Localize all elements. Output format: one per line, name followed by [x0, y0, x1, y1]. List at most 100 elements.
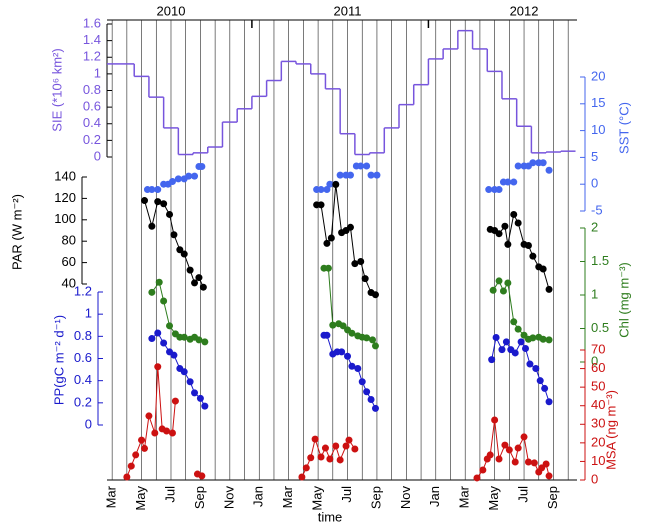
data-point [491, 416, 499, 424]
data-point [321, 444, 329, 452]
data-point [529, 334, 537, 342]
x-tick-label: May [310, 486, 325, 511]
data-point [511, 349, 519, 357]
data-point [346, 171, 354, 179]
data-point [485, 186, 493, 194]
data-point [367, 396, 375, 404]
data-point [520, 433, 528, 441]
y-tick-label: 15 [591, 95, 605, 110]
data-point [141, 197, 149, 205]
data-point [545, 398, 553, 406]
data-point [504, 279, 512, 287]
y-axis-label: PP(gC m⁻² d⁻¹) [51, 315, 66, 405]
data-point [191, 389, 199, 397]
data-point [542, 460, 550, 468]
data-point [166, 322, 174, 330]
data-point [514, 444, 522, 452]
y-tick-label: 0 [591, 353, 598, 368]
data-point [324, 264, 332, 272]
data-point [344, 352, 352, 360]
data-point [530, 459, 538, 467]
series-line [144, 200, 204, 288]
data-point [529, 159, 537, 167]
x-tick-label: Sep [545, 486, 560, 509]
x-tick-label: Jul [162, 486, 177, 503]
data-point [510, 178, 518, 186]
data-point [495, 186, 503, 194]
data-point [311, 435, 319, 443]
data-point [154, 329, 162, 337]
y-axis-label: SST (°C) [616, 102, 631, 154]
data-point [479, 466, 487, 474]
x-tick-label: May [486, 486, 501, 511]
data-point [170, 231, 178, 239]
data-point [505, 446, 513, 454]
y-tick-label: 30 [591, 416, 605, 431]
y-axis-label: Chl (mg m⁻³) [616, 262, 631, 337]
x-tick-label: Sep [368, 486, 383, 509]
data-point [154, 198, 162, 206]
y-tick-label: 1.2 [74, 283, 92, 298]
data-point [148, 186, 156, 194]
data-point [545, 166, 553, 174]
x-axis-label: time [318, 509, 343, 524]
data-point [180, 333, 188, 341]
data-point [363, 162, 371, 170]
data-point [196, 394, 204, 402]
data-point [536, 377, 544, 385]
data-point [329, 321, 337, 329]
y-tick-label: 0.6 [83, 99, 101, 114]
data-point [529, 252, 537, 260]
data-point [371, 404, 379, 412]
data-point [127, 462, 135, 470]
data-point [522, 345, 530, 353]
data-point [488, 356, 496, 364]
x-tick-label: Jul [515, 486, 530, 503]
data-point [166, 210, 174, 218]
data-point [317, 201, 325, 209]
data-point [298, 473, 306, 481]
data-point [545, 472, 553, 480]
data-point [510, 210, 518, 218]
y-tick-label: 40 [591, 397, 605, 412]
data-point [160, 297, 168, 305]
data-point [510, 318, 518, 326]
data-point [195, 274, 203, 282]
data-point [526, 360, 534, 368]
x-tick-label: Nov [398, 486, 413, 510]
data-point [545, 285, 553, 293]
data-point [323, 239, 331, 247]
x-tick-label: Mar [280, 485, 295, 508]
y-tick-label: 2 [591, 219, 598, 234]
y-axis-label: PAR (W m⁻²) [9, 194, 24, 270]
x-tick-label: Jul [339, 486, 354, 503]
data-point [514, 325, 522, 333]
data-point [511, 458, 519, 466]
y-tick-label: 140 [54, 168, 76, 183]
data-point [504, 240, 512, 248]
y-tick-label: 20 [591, 68, 605, 83]
y-tick-label: 40 [62, 275, 76, 290]
data-point [371, 342, 379, 350]
y-tick-label: 0.6 [74, 350, 92, 365]
data-point [354, 364, 362, 372]
x-tick-label: Sep [192, 486, 207, 509]
data-point [539, 335, 547, 343]
data-point [191, 279, 199, 287]
y-tick-label: -5 [591, 202, 603, 217]
x-tick-label: Mar [457, 485, 472, 508]
y-tick-label: 0.8 [83, 82, 101, 97]
data-point [539, 265, 547, 273]
data-point [541, 384, 549, 392]
data-point [176, 246, 184, 254]
y-tick-label: 0 [94, 148, 101, 163]
x-tick-label: Nov [221, 486, 236, 510]
data-point [486, 451, 494, 459]
data-point [154, 186, 162, 194]
y-tick-label: 0.2 [83, 132, 101, 147]
data-point [514, 219, 522, 227]
y-tick-label: 0 [591, 471, 598, 486]
data-point [348, 362, 356, 370]
